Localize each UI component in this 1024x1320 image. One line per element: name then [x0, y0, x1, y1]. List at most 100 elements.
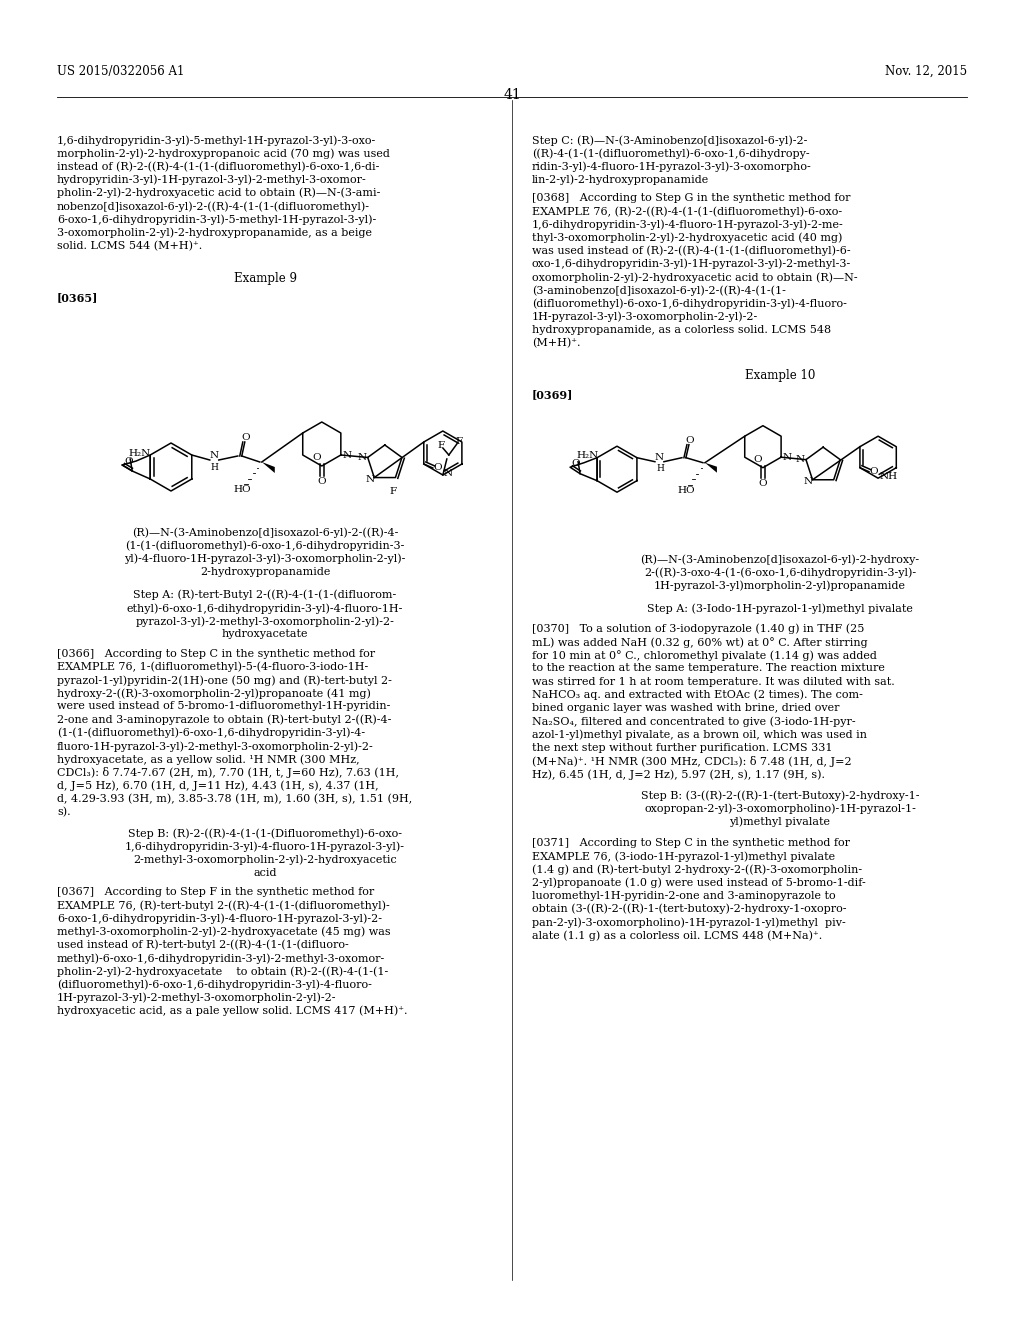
Text: [0369]: [0369] [532, 389, 573, 400]
Text: methyl)-6-oxo-1,6-dihydropyridin-3-yl)-2-methyl-3-oxomor-: methyl)-6-oxo-1,6-dihydropyridin-3-yl)-2… [57, 953, 385, 964]
Text: N: N [366, 475, 375, 484]
Text: EXAMPLE 76, 1-(difluoromethyl)-5-(4-fluoro-3-iodo-1H-: EXAMPLE 76, 1-(difluoromethyl)-5-(4-fluo… [57, 661, 369, 672]
Text: d, J=5 Hz), 6.70 (1H, d, J=11 Hz), 4.43 (1H, s), 4.37 (1H,: d, J=5 Hz), 6.70 (1H, d, J=11 Hz), 4.43 … [57, 780, 379, 791]
Text: the next step without further purification. LCMS 331: the next step without further purificati… [532, 743, 833, 752]
Text: hydroxyacetate: hydroxyacetate [222, 630, 308, 639]
Text: [0368]   According to Step G in the synthetic method for: [0368] According to Step G in the synthe… [532, 193, 851, 203]
Text: were used instead of 5-bromo-1-difluoromethyl-1H-pyridin-: were used instead of 5-bromo-1-difluorom… [57, 701, 390, 711]
Text: O: O [312, 454, 322, 462]
Text: H: H [656, 465, 664, 473]
Polygon shape [262, 462, 274, 473]
Text: thyl-3-oxomorpholin-2-yl)-2-hydroxyacetic acid (40 mg): thyl-3-oxomorpholin-2-yl)-2-hydroxyaceti… [532, 232, 843, 243]
Text: N: N [796, 455, 805, 465]
Text: acid: acid [253, 867, 276, 878]
Text: d, 4.29-3.93 (3H, m), 3.85-3.78 (1H, m), 1.60 (3H, s), 1.51 (9H,: d, 4.29-3.93 (3H, m), 3.85-3.78 (1H, m),… [57, 793, 413, 804]
Text: oxomorpholin-2-yl)-2-hydroxyacetic acid to obtain (R)—N-: oxomorpholin-2-yl)-2-hydroxyacetic acid … [532, 272, 858, 282]
Text: oxo-1,6-dihydropyridin-3-yl)-1H-pyrazol-3-yl)-2-methyl-3-: oxo-1,6-dihydropyridin-3-yl)-1H-pyrazol-… [532, 259, 851, 269]
Text: Step B: (R)-2-((R)-4-(1-(1-(Difluoromethyl)-6-oxo-: Step B: (R)-2-((R)-4-(1-(1-(Difluorometh… [128, 828, 402, 838]
Text: F: F [456, 437, 463, 446]
Text: H₂N: H₂N [577, 451, 598, 461]
Text: pyrazol-3-yl)-2-methyl-3-oxomorpholin-2-yl)-2-: pyrazol-3-yl)-2-methyl-3-oxomorpholin-2-… [135, 616, 394, 627]
Text: (3-aminobenzo[d]isoxazol-6-yl)-2-((R)-4-(1-(1-: (3-aminobenzo[d]isoxazol-6-yl)-2-((R)-4-… [532, 285, 785, 296]
Text: US 2015/0322056 A1: US 2015/0322056 A1 [57, 65, 184, 78]
Text: hydropyridin-3-yl)-1H-pyrazol-3-yl)-2-methyl-3-oxomor-: hydropyridin-3-yl)-1H-pyrazol-3-yl)-2-me… [57, 174, 367, 185]
Text: O: O [754, 455, 762, 465]
Text: was stirred for 1 h at room temperature. It was diluted with sat.: was stirred for 1 h at room temperature.… [532, 677, 895, 686]
Text: O: O [759, 479, 767, 488]
Text: (1-(1-(difluoromethyl)-6-oxo-1,6-dihydropyridin-3-yl)-4-: (1-(1-(difluoromethyl)-6-oxo-1,6-dihydro… [57, 727, 366, 738]
Text: [0370]   To a solution of 3-iodopyrazole (1.40 g) in THF (25: [0370] To a solution of 3-iodopyrazole (… [532, 624, 864, 635]
Text: (M+Na)⁺. ¹H NMR (300 MHz, CDCl₃): δ 7.48 (1H, d, J=2: (M+Na)⁺. ¹H NMR (300 MHz, CDCl₃): δ 7.48… [532, 756, 852, 767]
Text: Step C: (R)—N-(3-Aminobenzo[d]isoxazol-6-yl)-2-: Step C: (R)—N-(3-Aminobenzo[d]isoxazol-6… [532, 135, 807, 145]
Text: 1H-pyrazol-3-yl)-2-methyl-3-oxomorpholin-2-yl)-2-: 1H-pyrazol-3-yl)-2-methyl-3-oxomorpholin… [57, 993, 337, 1003]
Text: 1H-pyrazol-3-yl)-3-oxomorpholin-2-yl)-2-: 1H-pyrazol-3-yl)-3-oxomorpholin-2-yl)-2- [532, 312, 758, 322]
Text: 1,6-dihydropyridin-3-yl)-4-fluoro-1H-pyrazol-3-yl)-2-me-: 1,6-dihydropyridin-3-yl)-4-fluoro-1H-pyr… [532, 219, 844, 230]
Text: s).: s). [57, 807, 71, 817]
Text: O: O [686, 436, 694, 445]
Text: HO: HO [677, 486, 694, 495]
Text: fluoro-1H-pyrazol-3-yl)-2-methyl-3-oxomorpholin-2-yl)-2-: fluoro-1H-pyrazol-3-yl)-2-methyl-3-oxomo… [57, 741, 374, 751]
Text: H: H [211, 462, 219, 471]
Text: (M+H)⁺.: (M+H)⁺. [532, 338, 581, 348]
Text: pholin-2-yl)-2-hydroxyacetic acid to obtain (R)—N-(3-ami-: pholin-2-yl)-2-hydroxyacetic acid to obt… [57, 187, 380, 198]
Text: for 10 min at 0° C., chloromethyl pivalate (1.14 g) was added: for 10 min at 0° C., chloromethyl pivala… [532, 651, 877, 661]
Text: O: O [571, 459, 581, 469]
Text: F: F [437, 441, 444, 450]
Text: ridin-3-yl)-4-fluoro-1H-pyrazol-3-yl)-3-oxomorpho-: ridin-3-yl)-4-fluoro-1H-pyrazol-3-yl)-3-… [532, 161, 812, 172]
Text: EXAMPLE 76, (3-iodo-1H-pyrazol-1-yl)methyl pivalate: EXAMPLE 76, (3-iodo-1H-pyrazol-1-yl)meth… [532, 851, 836, 862]
Text: obtain (3-((R)-2-((R)-1-(tert-butoxy)-2-hydroxy-1-oxopro-: obtain (3-((R)-2-((R)-1-(tert-butoxy)-2-… [532, 904, 847, 915]
Text: mL) was added NaH (0.32 g, 60% wt) at 0° C. After stirring: mL) was added NaH (0.32 g, 60% wt) at 0°… [532, 638, 867, 648]
Text: alate (1.1 g) as a colorless oil. LCMS 448 (M+Na)⁺.: alate (1.1 g) as a colorless oil. LCMS 4… [532, 931, 822, 941]
Text: pholin-2-yl)-2-hydroxyacetate    to obtain (R)-2-((R)-4-(1-(1-: pholin-2-yl)-2-hydroxyacetate to obtain … [57, 966, 388, 977]
Text: hydroxyacetic acid, as a pale yellow solid. LCMS 417 (M+H)⁺.: hydroxyacetic acid, as a pale yellow sol… [57, 1006, 408, 1016]
Polygon shape [705, 463, 717, 473]
Text: Step A: (3-Iodo-1H-pyrazol-1-yl)methyl pivalate: Step A: (3-Iodo-1H-pyrazol-1-yl)methyl p… [647, 603, 913, 614]
Text: F: F [390, 487, 397, 496]
Text: N: N [443, 469, 453, 478]
Text: N: N [357, 453, 367, 462]
Text: 2-methyl-3-oxomorpholin-2-yl)-2-hydroxyacetic: 2-methyl-3-oxomorpholin-2-yl)-2-hydroxya… [133, 854, 397, 865]
Text: Example 9: Example 9 [233, 272, 297, 285]
Text: (R)—N-(3-Aminobenzo[d]isoxazol-6-yl)-2-((R)-4-: (R)—N-(3-Aminobenzo[d]isoxazol-6-yl)-2-(… [132, 527, 398, 537]
Text: 1H-pyrazol-3-yl)morpholin-2-yl)propanamide: 1H-pyrazol-3-yl)morpholin-2-yl)propanami… [654, 581, 906, 591]
Text: to the reaction at the same temperature. The reaction mixture: to the reaction at the same temperature.… [532, 664, 885, 673]
Text: yl)methyl pivalate: yl)methyl pivalate [729, 817, 830, 828]
Text: CDCl₃): δ 7.74-7.67 (2H, m), 7.70 (1H, t, J=60 Hz), 7.63 (1H,: CDCl₃): δ 7.74-7.67 (2H, m), 7.70 (1H, t… [57, 767, 399, 779]
Text: N: N [342, 450, 351, 459]
Text: was used instead of (R)-2-((R)-4-(1-(1-(difluoromethyl)-6-: was used instead of (R)-2-((R)-4-(1-(1-(… [532, 246, 851, 256]
Text: 6-oxo-1,6-dihydropyridin-3-yl)-5-methyl-1H-pyrazol-3-yl)-: 6-oxo-1,6-dihydropyridin-3-yl)-5-methyl-… [57, 214, 376, 224]
Text: 1,6-dihydropyridin-3-yl)-5-methyl-1H-pyrazol-3-yl)-3-oxo-: 1,6-dihydropyridin-3-yl)-5-methyl-1H-pyr… [57, 135, 376, 145]
Text: N: N [804, 478, 813, 486]
Text: (difluoromethyl)-6-oxo-1,6-dihydropyridin-3-yl)-4-fluoro-: (difluoromethyl)-6-oxo-1,6-dihydropyridi… [532, 298, 847, 309]
Text: used instead of R)-tert-butyl 2-((R)-4-(1-(1-(difluoro-: used instead of R)-tert-butyl 2-((R)-4-(… [57, 940, 349, 950]
Text: NH: NH [879, 471, 897, 480]
Text: EXAMPLE 76, (R)-2-((R)-4-(1-(1-(difluoromethyl)-6-oxo-: EXAMPLE 76, (R)-2-((R)-4-(1-(1-(difluoro… [532, 206, 842, 216]
Text: H₂N: H₂N [128, 449, 151, 458]
Text: 3-oxomorpholin-2-yl)-2-hydroxypropanamide, as a beige: 3-oxomorpholin-2-yl)-2-hydroxypropanamid… [57, 227, 372, 238]
Text: O: O [242, 433, 250, 442]
Text: 41: 41 [503, 88, 521, 102]
Text: 1,6-dihydropyridin-3-yl)-4-fluoro-1H-pyrazol-3-yl)-: 1,6-dihydropyridin-3-yl)-4-fluoro-1H-pyr… [125, 841, 406, 851]
Text: pan-2-yl)-3-oxomorpholino)-1H-pyrazol-1-yl)methyl  piv-: pan-2-yl)-3-oxomorpholino)-1H-pyrazol-1-… [532, 917, 846, 928]
Text: 2-((R)-3-oxo-4-(1-(6-oxo-1,6-dihydropyridin-3-yl)-: 2-((R)-3-oxo-4-(1-(6-oxo-1,6-dihydropyri… [644, 568, 916, 578]
Text: 2-hydroxypropanamide: 2-hydroxypropanamide [200, 566, 330, 577]
Text: 2-yl)propanoate (1.0 g) were used instead of 5-bromo-1-dif-: 2-yl)propanoate (1.0 g) were used instea… [532, 878, 865, 888]
Text: O: O [869, 467, 879, 477]
Text: NaHCO₃ aq. and extracted with EtOAc (2 times). The com-: NaHCO₃ aq. and extracted with EtOAc (2 t… [532, 690, 863, 701]
Text: N: N [209, 451, 218, 461]
Text: 6-oxo-1,6-dihydropyridin-3-yl)-4-fluoro-1H-pyrazol-3-yl)-2-: 6-oxo-1,6-dihydropyridin-3-yl)-4-fluoro-… [57, 913, 382, 924]
Text: azol-1-yl)methyl pivalate, as a brown oil, which was used in: azol-1-yl)methyl pivalate, as a brown oi… [532, 730, 867, 741]
Text: hydroxypropanamide, as a colorless solid. LCMS 548: hydroxypropanamide, as a colorless solid… [532, 325, 831, 335]
Text: lin-2-yl)-2-hydroxypropanamide: lin-2-yl)-2-hydroxypropanamide [532, 174, 710, 185]
Text: EXAMPLE 76, (R)-tert-butyl 2-((R)-4-(1-(1-(difluoromethyl)-: EXAMPLE 76, (R)-tert-butyl 2-((R)-4-(1-(… [57, 900, 390, 911]
Text: Nov. 12, 2015: Nov. 12, 2015 [885, 65, 967, 78]
Text: oxopropan-2-yl)-3-oxomorpholino)-1H-pyrazol-1-: oxopropan-2-yl)-3-oxomorpholino)-1H-pyra… [644, 804, 915, 814]
Text: ((R)-4-(1-(1-(difluoromethyl)-6-oxo-1,6-dihydropy-: ((R)-4-(1-(1-(difluoromethyl)-6-oxo-1,6-… [532, 148, 810, 158]
Text: Step A: (R)-tert-Butyl 2-((R)-4-(1-(1-(difluorom-: Step A: (R)-tert-Butyl 2-((R)-4-(1-(1-(d… [133, 590, 396, 601]
Text: instead of (R)-2-((R)-4-(1-(1-(difluoromethyl)-6-oxo-1,6-di-: instead of (R)-2-((R)-4-(1-(1-(difluorom… [57, 161, 379, 172]
Text: Step B: (3-((R)-2-((R)-1-(tert-Butoxy)-2-hydroxy-1-: Step B: (3-((R)-2-((R)-1-(tert-Butoxy)-2… [641, 791, 920, 801]
Text: [0365]: [0365] [57, 292, 98, 302]
Text: O: O [433, 463, 442, 473]
Text: (difluoromethyl)-6-oxo-1,6-dihydropyridin-3-yl)-4-fluoro-: (difluoromethyl)-6-oxo-1,6-dihydropyridi… [57, 979, 372, 990]
Text: ethyl)-6-oxo-1,6-dihydropyridin-3-yl)-4-fluoro-1H-: ethyl)-6-oxo-1,6-dihydropyridin-3-yl)-4-… [127, 603, 403, 614]
